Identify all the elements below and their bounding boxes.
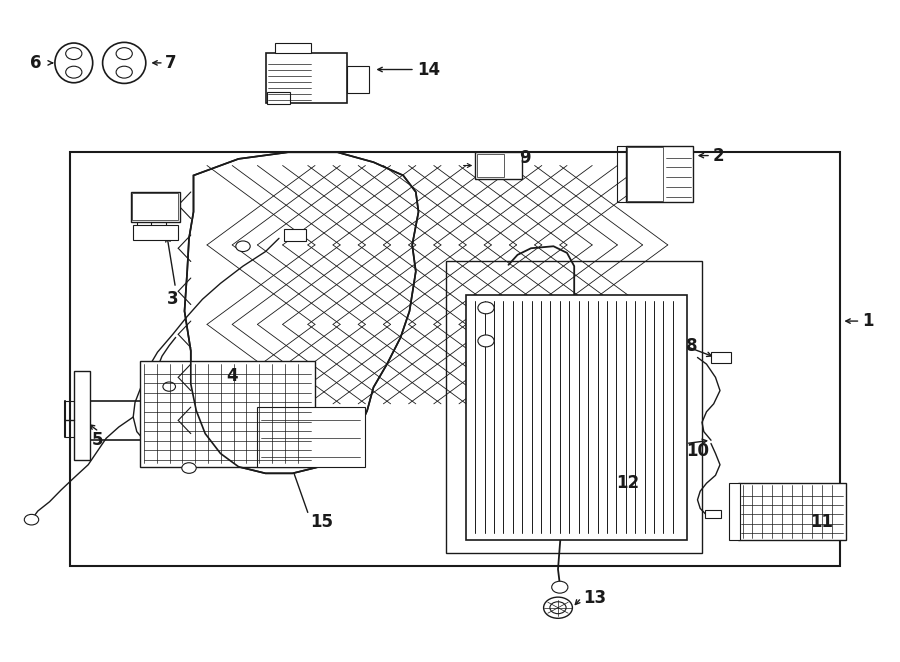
Circle shape — [182, 463, 196, 473]
Text: 13: 13 — [583, 589, 607, 608]
Bar — [466, 295, 687, 540]
Bar — [711, 352, 731, 363]
Bar — [738, 483, 846, 540]
Polygon shape — [184, 152, 418, 473]
Bar — [133, 225, 178, 240]
Bar — [475, 152, 522, 179]
Circle shape — [66, 48, 82, 60]
Text: 9: 9 — [519, 148, 531, 167]
Circle shape — [236, 241, 250, 252]
Circle shape — [24, 514, 39, 525]
Ellipse shape — [55, 43, 93, 83]
Bar — [627, 147, 663, 201]
Bar — [140, 361, 315, 467]
Bar — [477, 154, 504, 177]
Circle shape — [478, 335, 494, 347]
Bar — [70, 152, 840, 566]
Text: 2: 2 — [713, 146, 725, 165]
Bar — [346, 66, 369, 93]
Bar — [256, 407, 365, 467]
Circle shape — [66, 66, 82, 78]
Bar — [626, 146, 693, 202]
Text: 6: 6 — [31, 54, 41, 72]
Bar — [267, 92, 290, 104]
Circle shape — [550, 602, 566, 614]
Text: 1: 1 — [862, 312, 874, 330]
Bar — [132, 193, 178, 220]
Circle shape — [116, 66, 132, 78]
Text: 10: 10 — [686, 442, 709, 461]
Circle shape — [163, 382, 176, 391]
Bar — [130, 192, 180, 222]
Circle shape — [116, 48, 132, 60]
Text: 4: 4 — [227, 367, 238, 385]
Text: 5: 5 — [92, 431, 103, 449]
Text: 14: 14 — [417, 60, 440, 79]
Bar — [266, 53, 346, 103]
Circle shape — [478, 302, 494, 314]
Circle shape — [544, 597, 572, 618]
Text: 3: 3 — [167, 290, 178, 308]
Bar — [705, 510, 721, 518]
Bar — [729, 483, 740, 540]
Bar — [446, 261, 702, 553]
Bar — [274, 43, 310, 53]
Text: 12: 12 — [616, 474, 640, 493]
Text: 7: 7 — [165, 54, 176, 72]
Text: 8: 8 — [686, 336, 698, 355]
Circle shape — [552, 581, 568, 593]
Bar — [74, 371, 90, 460]
Bar — [284, 229, 306, 241]
Ellipse shape — [103, 42, 146, 83]
Text: 11: 11 — [810, 512, 833, 531]
Text: 15: 15 — [310, 512, 334, 531]
